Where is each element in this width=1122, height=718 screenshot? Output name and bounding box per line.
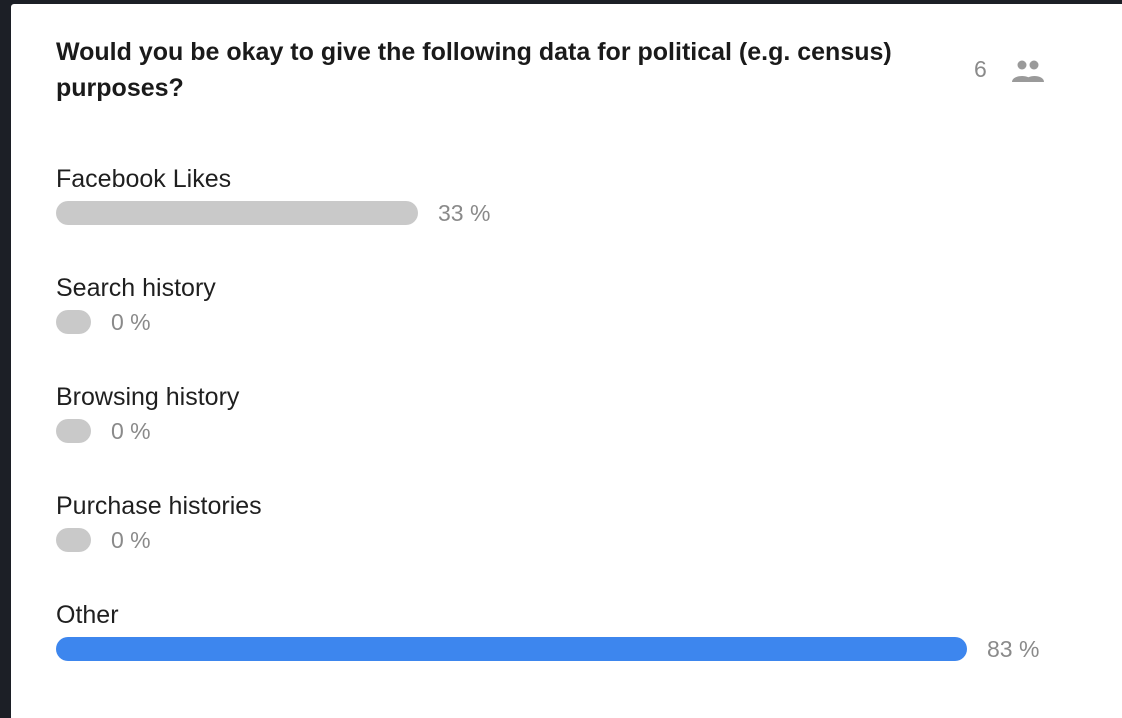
option-label: Search history	[56, 274, 216, 302]
percent-label: 33 %	[438, 200, 491, 226]
people-icon[interactable]	[1010, 58, 1046, 86]
result-bar	[56, 310, 91, 334]
result-bar	[56, 419, 91, 443]
voter-count[interactable]: 6	[974, 56, 987, 82]
poll-question: Would you be okay to give the following …	[56, 38, 892, 102]
result-bar	[56, 528, 91, 552]
percent-label: 83 %	[987, 636, 1040, 662]
option-result: 0 %	[56, 309, 1076, 335]
percent-label: 0 %	[111, 418, 151, 444]
percent-label: 0 %	[111, 527, 151, 553]
result-bar	[56, 201, 418, 225]
result-bar	[56, 637, 967, 661]
option-label: Purchase histories	[56, 492, 262, 520]
option-result: 83 %	[56, 636, 1076, 662]
option-result: 33 %	[56, 200, 1076, 226]
option-label: Browsing history	[56, 383, 240, 411]
option-label: Other	[56, 601, 119, 629]
option-result: 0 %	[56, 527, 1076, 553]
option-result: 0 %	[56, 418, 1076, 444]
percent-label: 0 %	[111, 309, 151, 335]
option-label: Facebook Likes	[56, 165, 232, 193]
poll-card: Would you be okay to give the following …	[11, 4, 1122, 718]
